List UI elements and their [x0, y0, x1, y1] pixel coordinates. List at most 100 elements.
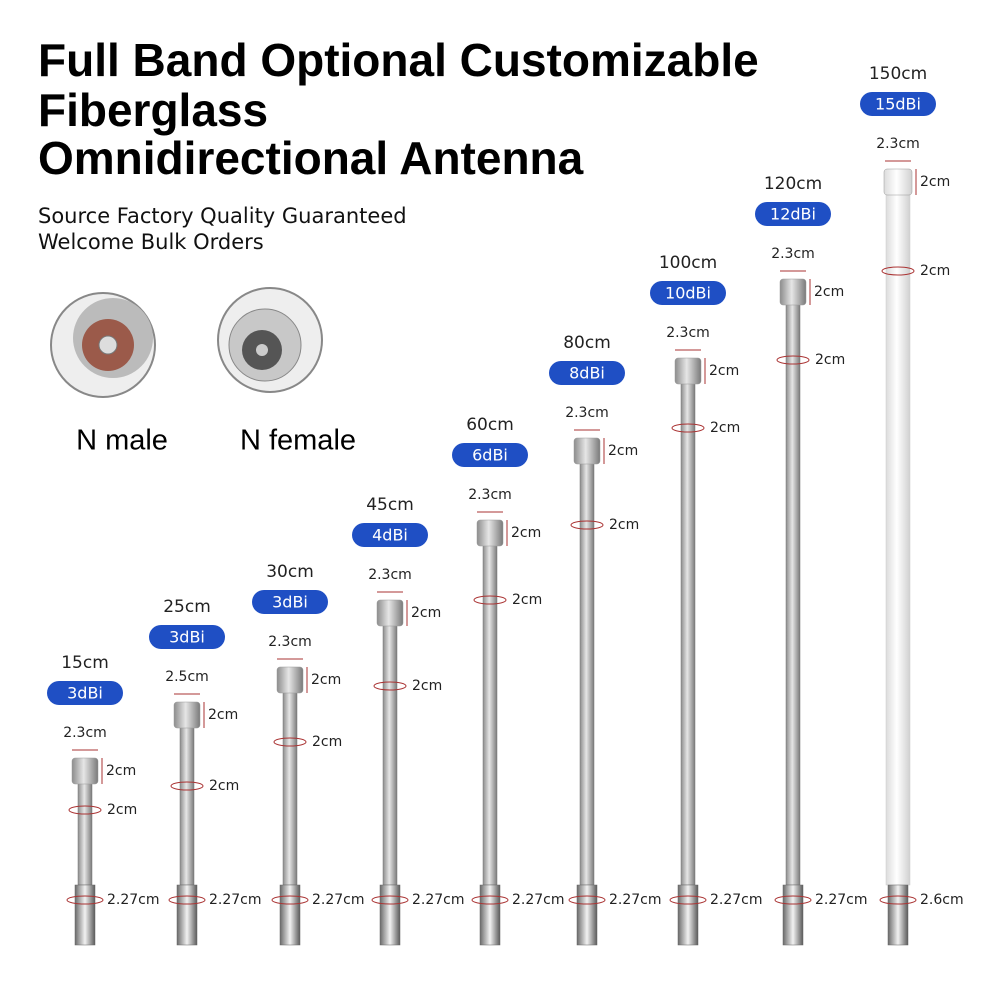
- connector: [887, 884, 909, 946]
- title: Fiberglass: [38, 84, 268, 136]
- cap-height: 2cm: [814, 284, 844, 300]
- antenna-body: [77, 777, 93, 886]
- dim-ring: [568, 895, 606, 905]
- gain-badge: [452, 443, 528, 467]
- connector: [576, 884, 598, 946]
- dim-ring: [66, 895, 104, 905]
- gain-label: 15dBi: [875, 95, 921, 114]
- antenna-body: [179, 721, 195, 886]
- gain-label: 3dBi: [169, 628, 205, 647]
- connector: [479, 884, 501, 946]
- cap-width: 2.5cm: [165, 669, 209, 685]
- antenna-body: [579, 457, 595, 886]
- connector: [279, 884, 301, 946]
- cap-width: 2.3cm: [666, 325, 710, 341]
- antenna-cap: [779, 278, 807, 306]
- connector: [379, 884, 401, 946]
- gain-badge: [352, 523, 428, 547]
- length-label: 45cm: [366, 495, 414, 515]
- antenna-cap: [573, 437, 601, 465]
- diameter: 2cm: [107, 802, 137, 818]
- cap-height: 2cm: [920, 174, 950, 190]
- cap-width: 2.3cm: [876, 136, 920, 152]
- base-diameter: 2.27cm: [312, 892, 365, 908]
- antenna-body: [885, 188, 911, 886]
- dim-ring: [371, 895, 409, 905]
- cap-height: 2cm: [511, 525, 541, 541]
- cap-width: 2.3cm: [565, 405, 609, 421]
- dim-ring: [273, 737, 307, 747]
- gain-badge: [860, 92, 936, 116]
- gain-badge: [149, 625, 225, 649]
- base-diameter: 2.27cm: [609, 892, 662, 908]
- gain-label: 10dBi: [665, 284, 711, 303]
- dim-ring: [669, 895, 707, 905]
- length-label: 120cm: [764, 174, 822, 194]
- gain-badge: [549, 361, 625, 385]
- gain-label: 12dBi: [770, 205, 816, 224]
- base-diameter: 2.27cm: [815, 892, 868, 908]
- gain-badge: [755, 202, 831, 226]
- base-diameter: 2.27cm: [710, 892, 763, 908]
- length-label: 150cm: [869, 64, 927, 84]
- diameter: 2cm: [312, 734, 342, 750]
- gain-label: 4dBi: [372, 526, 408, 545]
- antenna-cap: [173, 701, 201, 729]
- subtitle: Source Factory Quality Guaranteed: [38, 204, 407, 228]
- length-label: 30cm: [266, 562, 314, 582]
- antenna-cap: [376, 599, 404, 627]
- dim-ring: [881, 266, 915, 276]
- cap-width: 2.3cm: [368, 567, 412, 583]
- diameter: 2cm: [609, 517, 639, 533]
- antenna-cap: [476, 519, 504, 547]
- diameter: 2cm: [209, 778, 239, 794]
- antenna-body: [680, 377, 696, 886]
- connector: [677, 884, 699, 946]
- length-label: 25cm: [163, 597, 211, 617]
- gain-label: 6dBi: [472, 446, 508, 465]
- cap-height: 2cm: [411, 605, 441, 621]
- length-label: 100cm: [659, 253, 717, 273]
- dim-ring: [271, 895, 309, 905]
- cap-width: 2.3cm: [268, 634, 312, 650]
- antenna-cap: [71, 757, 99, 785]
- gain-label: 8dBi: [569, 364, 605, 383]
- antenna-cap: [674, 357, 702, 385]
- gain-badge: [650, 281, 726, 305]
- dim-ring: [373, 681, 407, 691]
- diameter: 2cm: [412, 678, 442, 694]
- title: Omnidirectional Antenna: [38, 132, 584, 184]
- cap-width: 2.3cm: [468, 487, 512, 503]
- dim-ring: [68, 805, 102, 815]
- gain-badge: [47, 681, 123, 705]
- diameter: 2cm: [512, 592, 542, 608]
- antenna-body: [282, 686, 298, 886]
- dim-ring: [879, 895, 917, 905]
- cap-height: 2cm: [106, 763, 136, 779]
- length-label: 60cm: [466, 415, 514, 435]
- connector: [176, 884, 198, 946]
- gain-label: 3dBi: [67, 684, 103, 703]
- dim-ring: [170, 781, 204, 791]
- base-diameter: 2.27cm: [209, 892, 262, 908]
- antenna-body: [382, 619, 398, 886]
- base-diameter: 2.27cm: [107, 892, 160, 908]
- connector-label: N female: [240, 425, 356, 457]
- antenna-cap: [883, 168, 913, 196]
- connector: [782, 884, 804, 946]
- gain-badge: [252, 590, 328, 614]
- subtitle: Welcome Bulk Orders: [38, 230, 264, 254]
- cap-width: 2.3cm: [771, 246, 815, 262]
- base-diameter: 2.27cm: [512, 892, 565, 908]
- n-male-photo: [50, 292, 156, 398]
- base-diameter: 2.27cm: [412, 892, 465, 908]
- cap-height: 2cm: [311, 672, 341, 688]
- diameter: 2cm: [815, 352, 845, 368]
- connector-label: N male: [76, 425, 168, 457]
- dim-ring: [471, 895, 509, 905]
- cap-height: 2cm: [208, 707, 238, 723]
- diameter: 2cm: [710, 420, 740, 436]
- length-label: 15cm: [61, 653, 109, 673]
- gain-label: 3dBi: [272, 593, 308, 612]
